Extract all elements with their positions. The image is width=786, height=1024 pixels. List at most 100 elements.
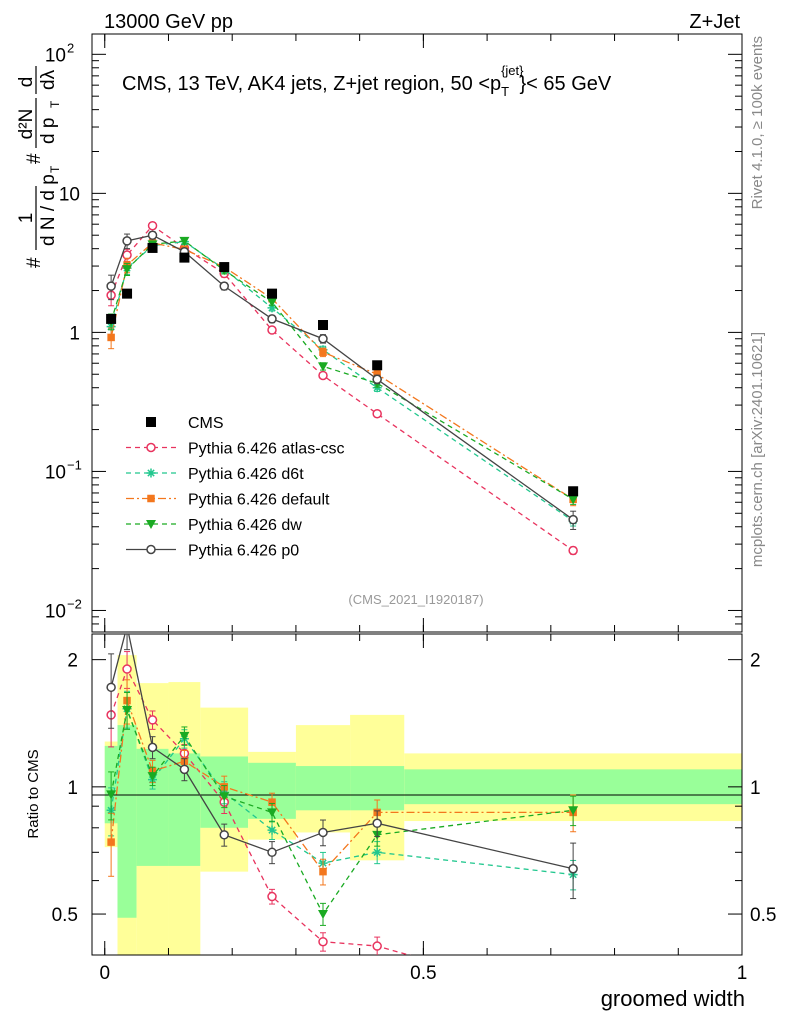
ratio-point [267, 847, 277, 858]
series-point [267, 314, 277, 324]
ratio-y-tick-label: 2 [67, 651, 78, 672]
legend-label: Pythia 6.426 dw [188, 517, 302, 534]
series-line-main [110, 224, 574, 552]
main-series [106, 220, 579, 556]
series-point [318, 362, 329, 372]
series-point [372, 408, 382, 419]
data-point [147, 242, 158, 253]
y-label-dlambda: dλ [38, 69, 59, 90]
x-tick-label: 0.5 [410, 963, 436, 984]
y-tick-exponent: 2 [67, 40, 74, 55]
y-tick-label: 1 [69, 323, 80, 344]
ratio-point [372, 941, 382, 951]
stat-uncertainty-band [117, 725, 137, 918]
series-point [318, 370, 328, 381]
series-point [318, 334, 328, 344]
y-label-one: 1 [16, 213, 37, 224]
ratio-point [318, 827, 328, 838]
y-label-hash1: # [24, 257, 45, 268]
y-tick-label: 10 [45, 45, 66, 66]
series-point [267, 298, 278, 308]
data-point [267, 288, 278, 299]
ratio-point [107, 838, 115, 846]
rivet-label: Rivet 4.1.0, ≥ 100k events [749, 36, 766, 209]
y-label-d2n: d²N [16, 109, 37, 140]
series-line-ratio [110, 667, 412, 955]
ratio-point [122, 664, 132, 674]
y-label-t1: T [48, 165, 62, 173]
data-point [372, 360, 383, 371]
series-point [568, 514, 578, 525]
data-point [122, 288, 133, 299]
y-tick-label: 10 [45, 462, 66, 483]
legend-marker [146, 442, 156, 453]
ratio-point [568, 863, 578, 874]
ratio-point [122, 706, 133, 716]
ratio-y-label: Ratio to CMS [25, 749, 42, 838]
x-axis-label: groomed width [601, 986, 745, 1011]
series-point [568, 545, 578, 556]
legend-label: CMS [188, 415, 224, 432]
series-point [122, 265, 133, 275]
y-tick-exponent: −1 [67, 457, 82, 472]
main-plot-frame [91, 33, 743, 633]
y-tick-exponent: −2 [67, 596, 82, 611]
series-point [179, 236, 190, 246]
y-tick-label: 10 [45, 601, 66, 622]
series-line-main [110, 242, 574, 500]
y-label-dl-top: d [16, 77, 37, 88]
series-point [147, 220, 158, 231]
legend-label: Pythia 6.426 d6t [188, 466, 304, 483]
stat-uncertainty-band [295, 766, 351, 811]
ratio-point [147, 742, 158, 753]
ratio-point [179, 731, 190, 741]
ratio-point [123, 622, 131, 630]
ratio-y-tick-label-right: 1 [750, 778, 761, 799]
ratio-point [569, 998, 577, 1006]
y-axis-label: # 1 d N / d p T # d²N d p T d dλ [16, 66, 62, 268]
legend-marker [146, 544, 156, 555]
ratio-y-tick-label-right: 0.5 [750, 905, 776, 926]
series-point [267, 303, 277, 313]
chart-title: CMS, 13 TeV, AK4 jets, Z+jet region, 50 … [122, 63, 612, 99]
ratio-point [147, 772, 158, 782]
y-label-dp: d p [38, 118, 59, 144]
ratio-point [219, 792, 230, 802]
ratio-point [267, 808, 278, 818]
data-point [106, 313, 117, 324]
data-point [568, 486, 579, 497]
ratio-series [106, 622, 579, 1006]
mcplots-label: mcplots.cern.ch [arXiv:2401.10621] [749, 332, 766, 567]
series-point [107, 333, 115, 342]
x-tick-label: 1 [737, 963, 748, 984]
series-point [373, 370, 381, 378]
series-point [106, 281, 116, 291]
x-tick-label: 0 [99, 963, 110, 984]
legend-label: Pythia 6.426 atlas-csc [188, 441, 345, 458]
ratio-point [106, 790, 117, 800]
legend-marker [146, 417, 156, 427]
header-left: 13000 GeV pp [104, 11, 233, 33]
ratio-point [147, 715, 158, 725]
y-label-dn: d N / d p [38, 174, 59, 246]
ratio-point [267, 891, 277, 902]
ratio-point [372, 818, 382, 829]
series-point [267, 325, 277, 335]
legend-label: Pythia 6.426 p0 [188, 543, 299, 560]
series-line-main [110, 240, 574, 500]
ratio-point [318, 910, 329, 920]
series-point [319, 348, 327, 356]
legend-marker [147, 494, 155, 503]
ratio-point [318, 936, 328, 947]
y-tick-label: 10 [59, 184, 80, 205]
series-point [219, 281, 229, 291]
ratio-point [106, 682, 116, 693]
series-point [147, 230, 158, 240]
series-line-main [110, 240, 574, 522]
data-point [219, 262, 230, 273]
ratio-point [219, 830, 229, 840]
y-label-hash2: # [24, 153, 45, 164]
ratio-point [568, 806, 579, 816]
